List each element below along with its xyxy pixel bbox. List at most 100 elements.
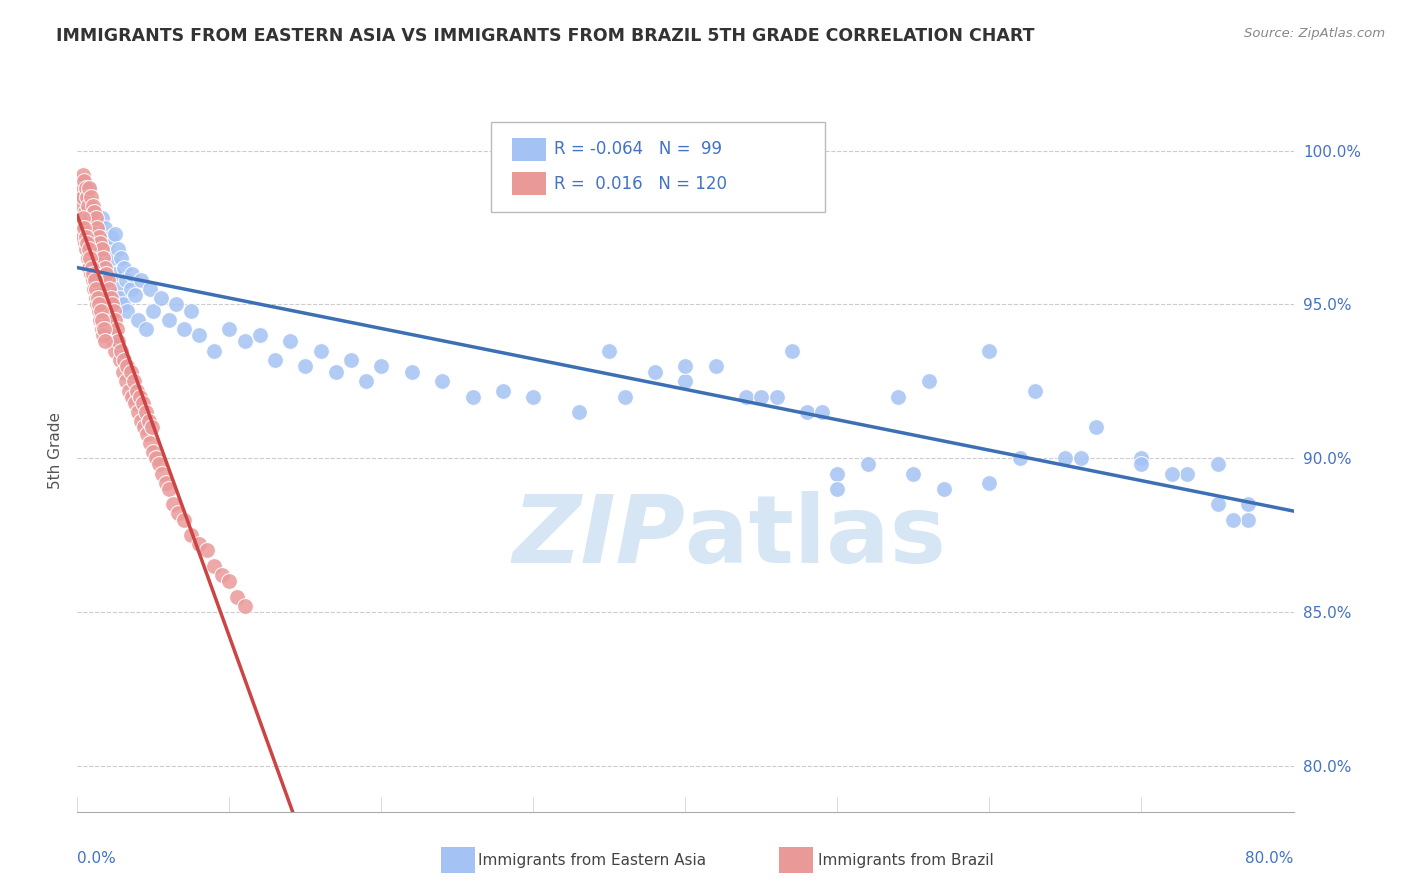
Point — [136, 426, 159, 441]
Point — [811, 405, 834, 419]
Point — [110, 252, 132, 266]
Point — [226, 590, 249, 604]
Point — [82, 199, 104, 213]
Point — [218, 574, 240, 588]
Point — [107, 242, 129, 256]
Point — [887, 390, 910, 404]
Point — [87, 229, 110, 244]
Point — [1237, 513, 1260, 527]
Point — [129, 273, 152, 287]
Point — [1024, 384, 1046, 398]
Point — [162, 497, 184, 511]
Point — [704, 359, 727, 373]
Point — [155, 475, 177, 490]
Point — [87, 303, 110, 318]
Point — [77, 235, 100, 250]
Point — [115, 273, 138, 287]
Point — [87, 291, 110, 305]
Point — [522, 390, 544, 404]
Point — [79, 220, 101, 235]
Point — [122, 374, 145, 388]
Point — [173, 513, 195, 527]
Point — [856, 458, 879, 472]
Point — [1175, 467, 1198, 481]
Text: R = -0.064   N =  99: R = -0.064 N = 99 — [554, 140, 723, 158]
Point — [110, 343, 132, 358]
Point — [89, 267, 111, 281]
Point — [93, 334, 115, 349]
Point — [117, 303, 139, 318]
Point — [780, 343, 803, 358]
Point — [613, 390, 636, 404]
Point — [83, 282, 105, 296]
Point — [93, 260, 115, 275]
Point — [294, 359, 316, 373]
Point — [108, 352, 131, 367]
Text: Immigrants from Eastern Asia: Immigrants from Eastern Asia — [478, 854, 706, 868]
Point — [84, 291, 107, 305]
Point — [83, 242, 105, 256]
Point — [87, 260, 110, 275]
Point — [86, 297, 108, 311]
Text: R =  0.016   N = 120: R = 0.016 N = 120 — [554, 175, 727, 193]
Point — [76, 235, 98, 250]
Point — [100, 229, 122, 244]
Point — [93, 220, 115, 235]
Point — [111, 297, 134, 311]
Point — [80, 227, 103, 241]
Point — [233, 334, 256, 349]
Point — [89, 252, 111, 266]
Point — [90, 242, 112, 256]
Point — [401, 365, 423, 379]
Point — [83, 205, 105, 219]
Point — [675, 374, 697, 388]
Point — [103, 303, 125, 318]
Text: ZIP: ZIP — [513, 491, 686, 583]
Point — [89, 313, 111, 327]
Point — [89, 235, 111, 250]
Point — [89, 297, 111, 311]
Point — [73, 174, 96, 188]
Point — [70, 190, 93, 204]
Point — [675, 359, 697, 373]
Point — [118, 384, 141, 398]
Point — [918, 374, 941, 388]
Point — [124, 288, 146, 302]
Point — [644, 365, 666, 379]
Point — [86, 220, 108, 235]
Point — [309, 343, 332, 358]
Point — [75, 242, 97, 256]
Point — [75, 199, 97, 213]
Point — [82, 235, 104, 250]
Point — [598, 343, 620, 358]
Point — [80, 267, 103, 281]
Point — [173, 322, 195, 336]
Point — [340, 352, 363, 367]
Point — [84, 242, 107, 256]
Point — [96, 260, 118, 275]
Point — [83, 273, 105, 287]
Point — [91, 313, 114, 327]
Point — [107, 334, 129, 349]
Point — [979, 343, 1001, 358]
Point — [461, 390, 484, 404]
Text: 80.0%: 80.0% — [1246, 852, 1294, 866]
Point — [124, 396, 146, 410]
Point — [96, 303, 118, 318]
Point — [87, 229, 110, 244]
Point — [827, 467, 849, 481]
Point — [135, 405, 157, 419]
Point — [103, 343, 125, 358]
Point — [86, 252, 108, 266]
Point — [82, 235, 104, 250]
Point — [75, 180, 97, 194]
Point — [90, 273, 112, 287]
Point — [73, 205, 96, 219]
Point — [370, 359, 392, 373]
Point — [101, 252, 124, 266]
Point — [105, 282, 128, 296]
Point — [93, 322, 115, 336]
Point — [73, 220, 96, 235]
Point — [90, 322, 112, 336]
Point — [142, 303, 165, 318]
